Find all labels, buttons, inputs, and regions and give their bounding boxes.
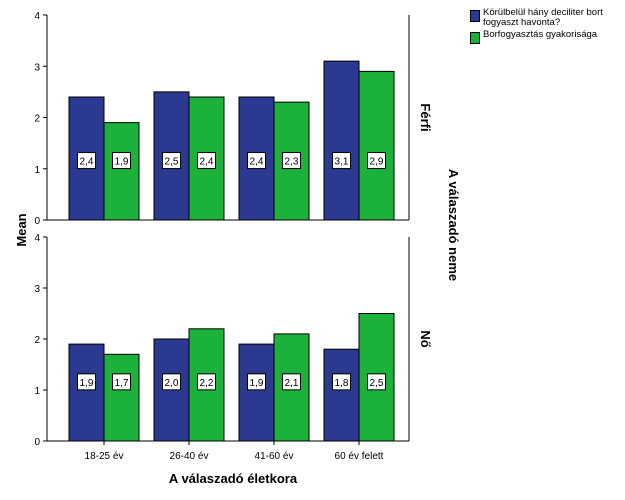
data-label: 2,3 [285, 157, 299, 168]
y-tick-label: 1 [34, 386, 40, 397]
legend-label-series-1: Körülbelül hány deciliter bort fogyaszt … [483, 7, 603, 28]
bar-no-series-1 [323, 348, 360, 442]
legend-swatch-series-1 [470, 10, 480, 22]
y-tick-label: 2 [34, 114, 40, 125]
data-label: 2,1 [285, 378, 299, 389]
x-tick-label: 18-25 év [85, 451, 124, 462]
data-label: 2,4 [200, 157, 214, 168]
data-label-box [197, 152, 216, 170]
data-label: 1,9 [250, 378, 264, 389]
data-label-box [367, 373, 386, 391]
panel-2: 0 1 2 3 4 1,9 1,7 2,0 2,2 1,9 2,1 1,8 2,5 Nő [34, 233, 433, 448]
facet-axis-title: A válaszadó neme [446, 169, 461, 281]
legend-swatch-series-2 [470, 32, 480, 44]
y-tick-label: 2 [34, 335, 40, 346]
data-label: 2,4 [250, 157, 264, 168]
data-label-box [367, 152, 386, 170]
data-label-box [332, 152, 351, 170]
x-tick-label: 41-60 év [255, 451, 294, 462]
y-tick-label: 4 [34, 233, 40, 244]
data-label-box [282, 373, 301, 391]
legend-item-series-1: Körülbelül hány deciliter bort fogyaszt … [470, 8, 622, 28]
bar-ferfi-series-2 [358, 70, 395, 221]
data-label: 3,1 [335, 157, 349, 168]
x-axis-title: A válaszadó életkora [169, 471, 298, 486]
data-label-box [162, 373, 181, 391]
data-label: 2,9 [370, 157, 384, 168]
panel-label: Nő [418, 330, 433, 347]
legend: Körülbelül hány deciliter bort fogyaszt … [470, 8, 622, 46]
bar-no-series-1 [238, 343, 275, 442]
data-label: 2,2 [200, 378, 214, 389]
x-tick-label: 60 év felett [335, 451, 384, 462]
legend-item-series-2: Borfogyasztás gyakorisága [470, 30, 622, 44]
bar-no-series-1 [68, 343, 105, 442]
data-label: 1,9 [80, 378, 94, 389]
data-label: 2,5 [370, 378, 384, 389]
data-label-box [162, 152, 181, 170]
data-label: 1,7 [115, 378, 129, 389]
x-tick-label: 26-40 év [170, 451, 209, 462]
y-tick-label: 4 [34, 11, 40, 22]
panel-label: Férfi [418, 103, 433, 131]
data-label: 2,0 [165, 378, 179, 389]
y-tick-label: 0 [34, 216, 40, 227]
y-axis-title: Mean [14, 213, 29, 246]
data-label-box [77, 373, 96, 391]
panel-1: 0 1 2 3 4 2,4 1,9 2,5 2,4 2,4 2,3 3,1 2,9 Férfi [34, 11, 433, 227]
data-label-box [332, 373, 351, 391]
data-label: 1,9 [115, 157, 129, 168]
legend-label-series-2: Borfogyasztás gyakorisága [483, 29, 598, 40]
data-label-box [77, 152, 96, 170]
y-tick-label: 1 [34, 165, 40, 176]
data-label-box [282, 152, 301, 170]
data-label-box [112, 373, 131, 391]
y-tick-label: 3 [34, 284, 40, 295]
data-label: 2,5 [165, 157, 179, 168]
data-label-box [247, 373, 266, 391]
data-label: 2,4 [80, 157, 94, 168]
data-label: 1,8 [335, 378, 349, 389]
y-tick-label: 0 [34, 437, 40, 448]
bar-no-series-2 [103, 353, 140, 442]
data-label-box [247, 152, 266, 170]
y-tick-label: 3 [34, 62, 40, 73]
bar-ferfi-series-1 [323, 60, 360, 221]
data-label-box [112, 152, 131, 170]
data-label-box [197, 373, 216, 391]
bar-ferfi-series-2 [103, 122, 140, 221]
